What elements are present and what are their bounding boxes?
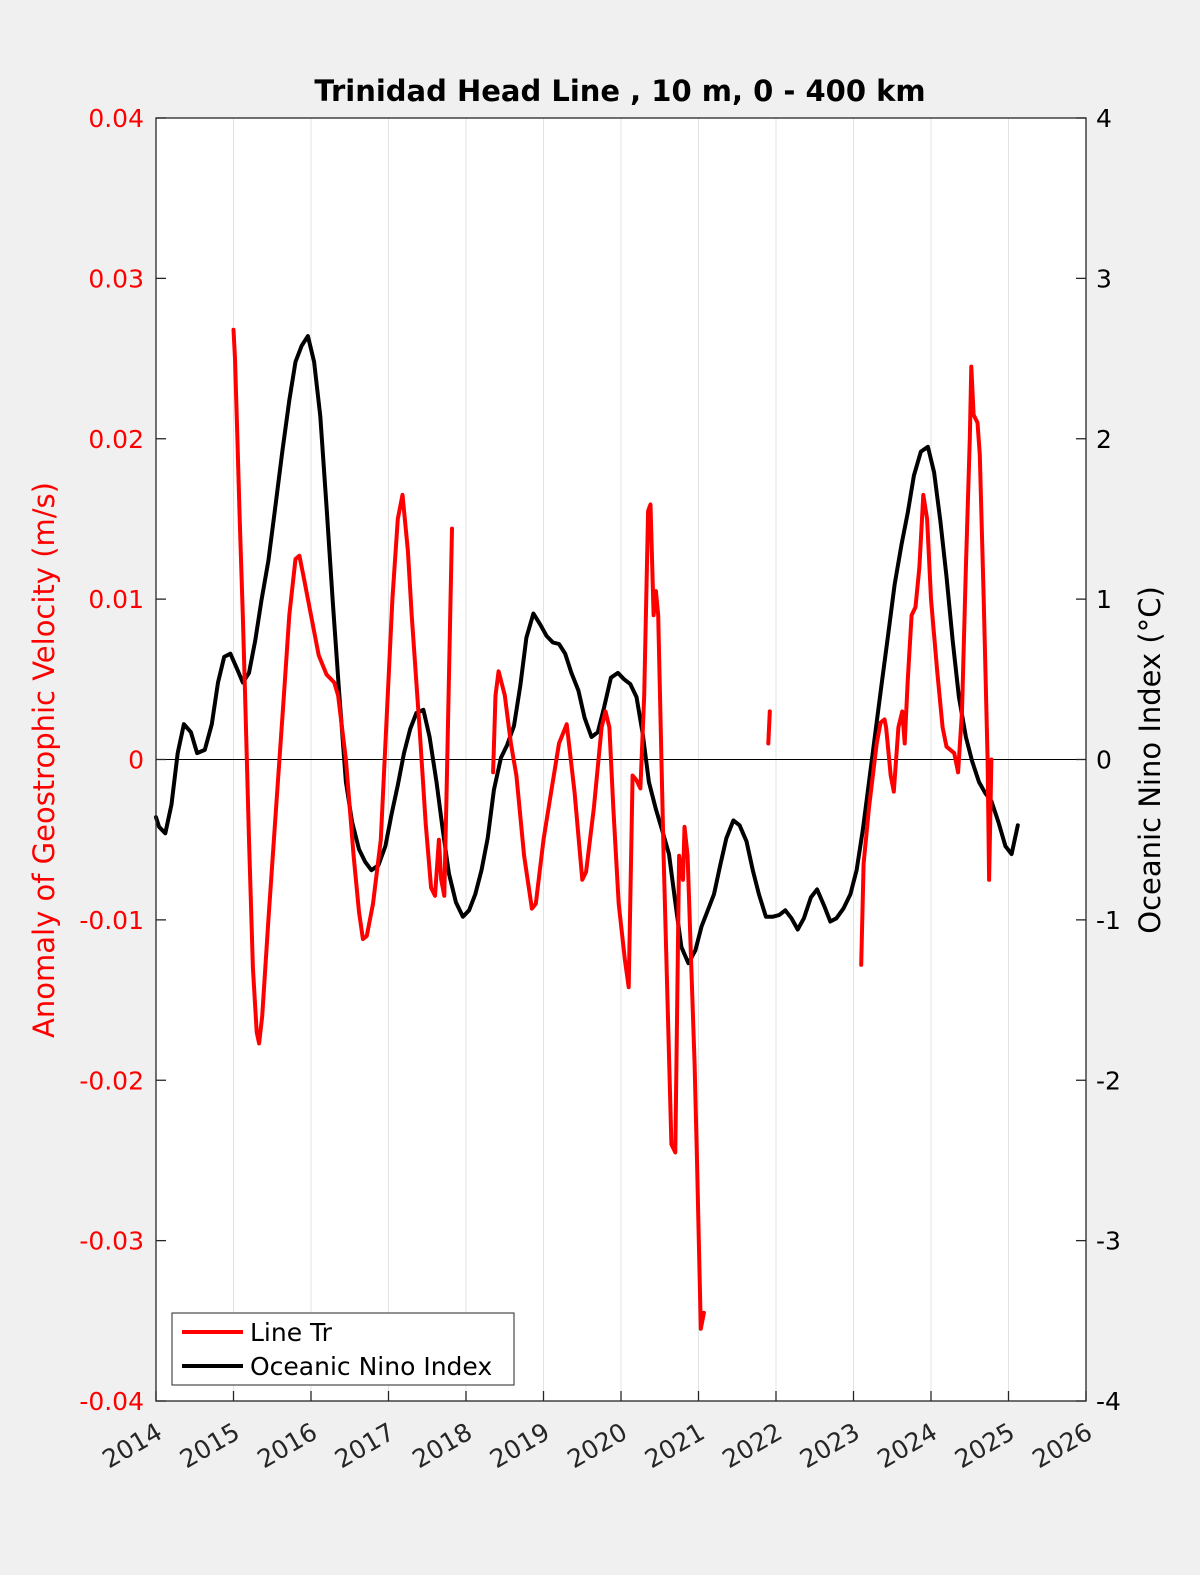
y-right-tick-label: 2 xyxy=(1096,425,1112,454)
line-tr-line xyxy=(491,502,706,1331)
y-left-tick-label: 0.01 xyxy=(88,585,144,614)
chart-title: Trinidad Head Line , 10 m, 0 - 400 km xyxy=(314,74,925,108)
y-left-tick-label: 0.02 xyxy=(88,425,144,454)
y-left-tick-label: -0.02 xyxy=(79,1066,144,1095)
y-left-tick-label: -0.04 xyxy=(79,1387,144,1416)
line-tr-line xyxy=(231,327,454,1046)
y-right-tick-label: 4 xyxy=(1096,104,1112,133)
y-left-tick-label: 0 xyxy=(128,746,144,775)
y-left-tick-label: 0.04 xyxy=(88,104,144,133)
y-right-tick-label: 1 xyxy=(1096,585,1112,614)
y-right-tick-label: 3 xyxy=(1096,264,1112,293)
series-layer xyxy=(154,327,1020,1331)
y-right-tick-label: -4 xyxy=(1096,1387,1121,1416)
line-tr-line xyxy=(859,364,994,967)
y-left-tick-label: -0.01 xyxy=(79,906,144,935)
y-right-tick-label: -3 xyxy=(1096,1227,1121,1256)
legend-label-line-tr: Line Tr xyxy=(250,1318,333,1347)
y-right-tick-label: 0 xyxy=(1096,746,1112,775)
y-right-tick-label: -1 xyxy=(1096,906,1121,935)
legend: Line Tr Oceanic Nino Index xyxy=(171,1312,515,1386)
y-right-tick-label: -2 xyxy=(1096,1066,1121,1095)
oceanic-nino-index-line xyxy=(154,334,1020,966)
y-left-tick-label: 0.03 xyxy=(88,264,144,293)
legend-label-oni: Oceanic Nino Index xyxy=(250,1352,492,1381)
line-tr-line xyxy=(766,709,772,746)
y-axis-label-left: Anomaly of Geostrophic Velocity (m/s) xyxy=(27,482,61,1038)
y-axis-label-right: Oceanic Nino Index (°C) xyxy=(1133,586,1167,934)
y-left-tick-label: -0.03 xyxy=(79,1227,144,1256)
legend-box xyxy=(171,1312,515,1386)
